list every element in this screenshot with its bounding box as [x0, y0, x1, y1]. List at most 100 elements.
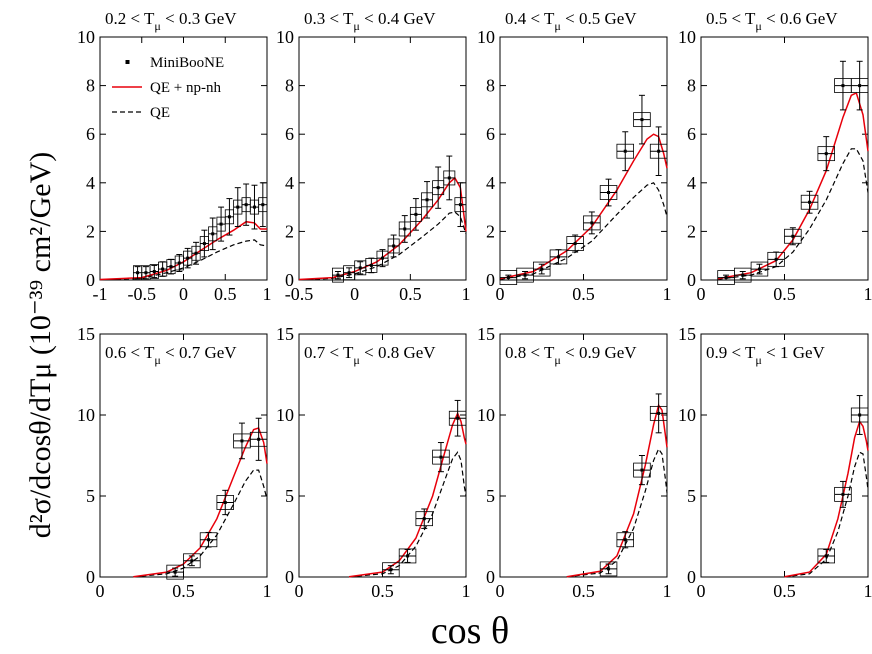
systematic-box — [199, 236, 209, 251]
data-marker — [406, 554, 410, 558]
qe-np-nh-curve — [133, 427, 268, 578]
data-point — [817, 136, 836, 172]
data-point — [549, 249, 568, 265]
systematic-box — [415, 511, 433, 527]
title-text: 0.5 < T — [706, 9, 756, 28]
qe-curve — [784, 451, 869, 578]
systematic-box — [443, 170, 456, 186]
data-marker — [194, 251, 198, 255]
data-marker — [458, 203, 462, 207]
systematic-box — [649, 143, 668, 159]
data-point — [208, 217, 218, 251]
systematic-box — [817, 548, 836, 564]
data-marker — [358, 266, 362, 270]
systematic-box — [432, 180, 445, 196]
data-marker — [824, 554, 828, 558]
data-marker — [791, 234, 795, 238]
y-tick-label: 4 — [687, 173, 696, 193]
title-text: 0.4 < T — [505, 9, 555, 28]
data-marker — [436, 186, 440, 190]
data-point — [633, 94, 651, 145]
data-point — [599, 178, 618, 207]
data-marker — [573, 242, 577, 246]
data-point — [649, 126, 668, 177]
data-point — [583, 211, 601, 235]
title-text: < 0.6 GeV — [762, 9, 838, 28]
y-tick-label: 2 — [687, 221, 696, 241]
x-tick-label: 0.5 — [773, 581, 796, 601]
qe-np-nh-curve — [566, 403, 668, 578]
x-tick-label: 0.5 — [773, 284, 796, 304]
systematic-box — [224, 209, 235, 225]
data-point — [800, 190, 819, 214]
legend-label-data: MiniBooNE — [150, 55, 224, 71]
data-point — [649, 393, 668, 434]
systematic-box — [208, 226, 218, 242]
title-text: 0.3 < T — [304, 9, 354, 28]
panel-title: 0.4 < Tμ < 0.5 GeV — [505, 9, 637, 33]
data-point — [734, 267, 752, 283]
data-point — [850, 395, 869, 435]
data-point — [224, 198, 235, 236]
title-subscript: μ — [154, 353, 160, 367]
y-tick-label: 0 — [86, 567, 95, 587]
systematic-box — [616, 143, 635, 159]
y-tick-label: 5 — [285, 486, 294, 506]
systematic-box — [649, 405, 668, 421]
systematic-box — [834, 486, 852, 502]
panel-title: 0.3 < Tμ < 0.4 GeV — [304, 9, 436, 33]
data-marker — [657, 149, 661, 153]
legend: MiniBooNE QE + np-nh QE — [112, 55, 224, 121]
data-marker — [227, 215, 231, 219]
data-marker — [173, 570, 177, 574]
y-tick-label: 0 — [687, 270, 696, 290]
systematic-box — [633, 112, 651, 128]
data-marker — [556, 255, 560, 259]
title-text: < 0.5 GeV — [561, 9, 637, 28]
x-tick-label: 0.5 — [214, 284, 237, 304]
panel-title: 0.8 < Tμ < 0.9 GeV — [505, 343, 637, 367]
title-subscript: μ — [755, 19, 761, 33]
data-marker — [190, 559, 194, 563]
x-tick-label: 0 — [697, 284, 706, 304]
data-marker — [177, 261, 181, 265]
y-tick-label: 5 — [86, 486, 95, 506]
data-marker — [389, 568, 393, 572]
data-point — [616, 531, 635, 549]
qe-np-nh-curve — [717, 91, 869, 280]
data-point — [784, 227, 802, 246]
x-tick-label: 1 — [263, 581, 272, 601]
systematic-box — [800, 194, 819, 210]
data-point — [258, 182, 268, 228]
y-tick-label: 0 — [86, 270, 95, 290]
data-point — [599, 561, 618, 577]
title-text: < 0.8 GeV — [360, 343, 436, 362]
data-point — [343, 265, 356, 281]
x-tick-label: -0.5 — [285, 284, 314, 304]
title-text: < 0.3 GeV — [161, 9, 237, 28]
qe-curve — [349, 451, 467, 578]
data-marker — [336, 273, 340, 277]
data-marker — [211, 232, 215, 236]
y-tick-label: 6 — [486, 124, 495, 144]
systematic-box — [850, 407, 869, 423]
systematic-box — [382, 562, 400, 578]
data-marker — [858, 84, 862, 88]
systematic-box — [767, 251, 785, 267]
y-tick-label: 4 — [86, 173, 95, 193]
data-marker — [252, 205, 256, 209]
data-point — [174, 253, 184, 272]
data-marker — [657, 411, 661, 415]
x-tick-label: 0 — [496, 284, 505, 304]
data-marker — [202, 242, 206, 246]
y-tick-label: 10 — [77, 405, 95, 425]
systematic-box — [183, 553, 201, 569]
data-marker — [207, 538, 211, 542]
qe-np-nh-curve — [348, 411, 467, 578]
systematic-box — [583, 215, 601, 231]
y-tick-label: 6 — [687, 124, 696, 144]
data-point — [216, 206, 226, 242]
data-point — [183, 553, 201, 569]
